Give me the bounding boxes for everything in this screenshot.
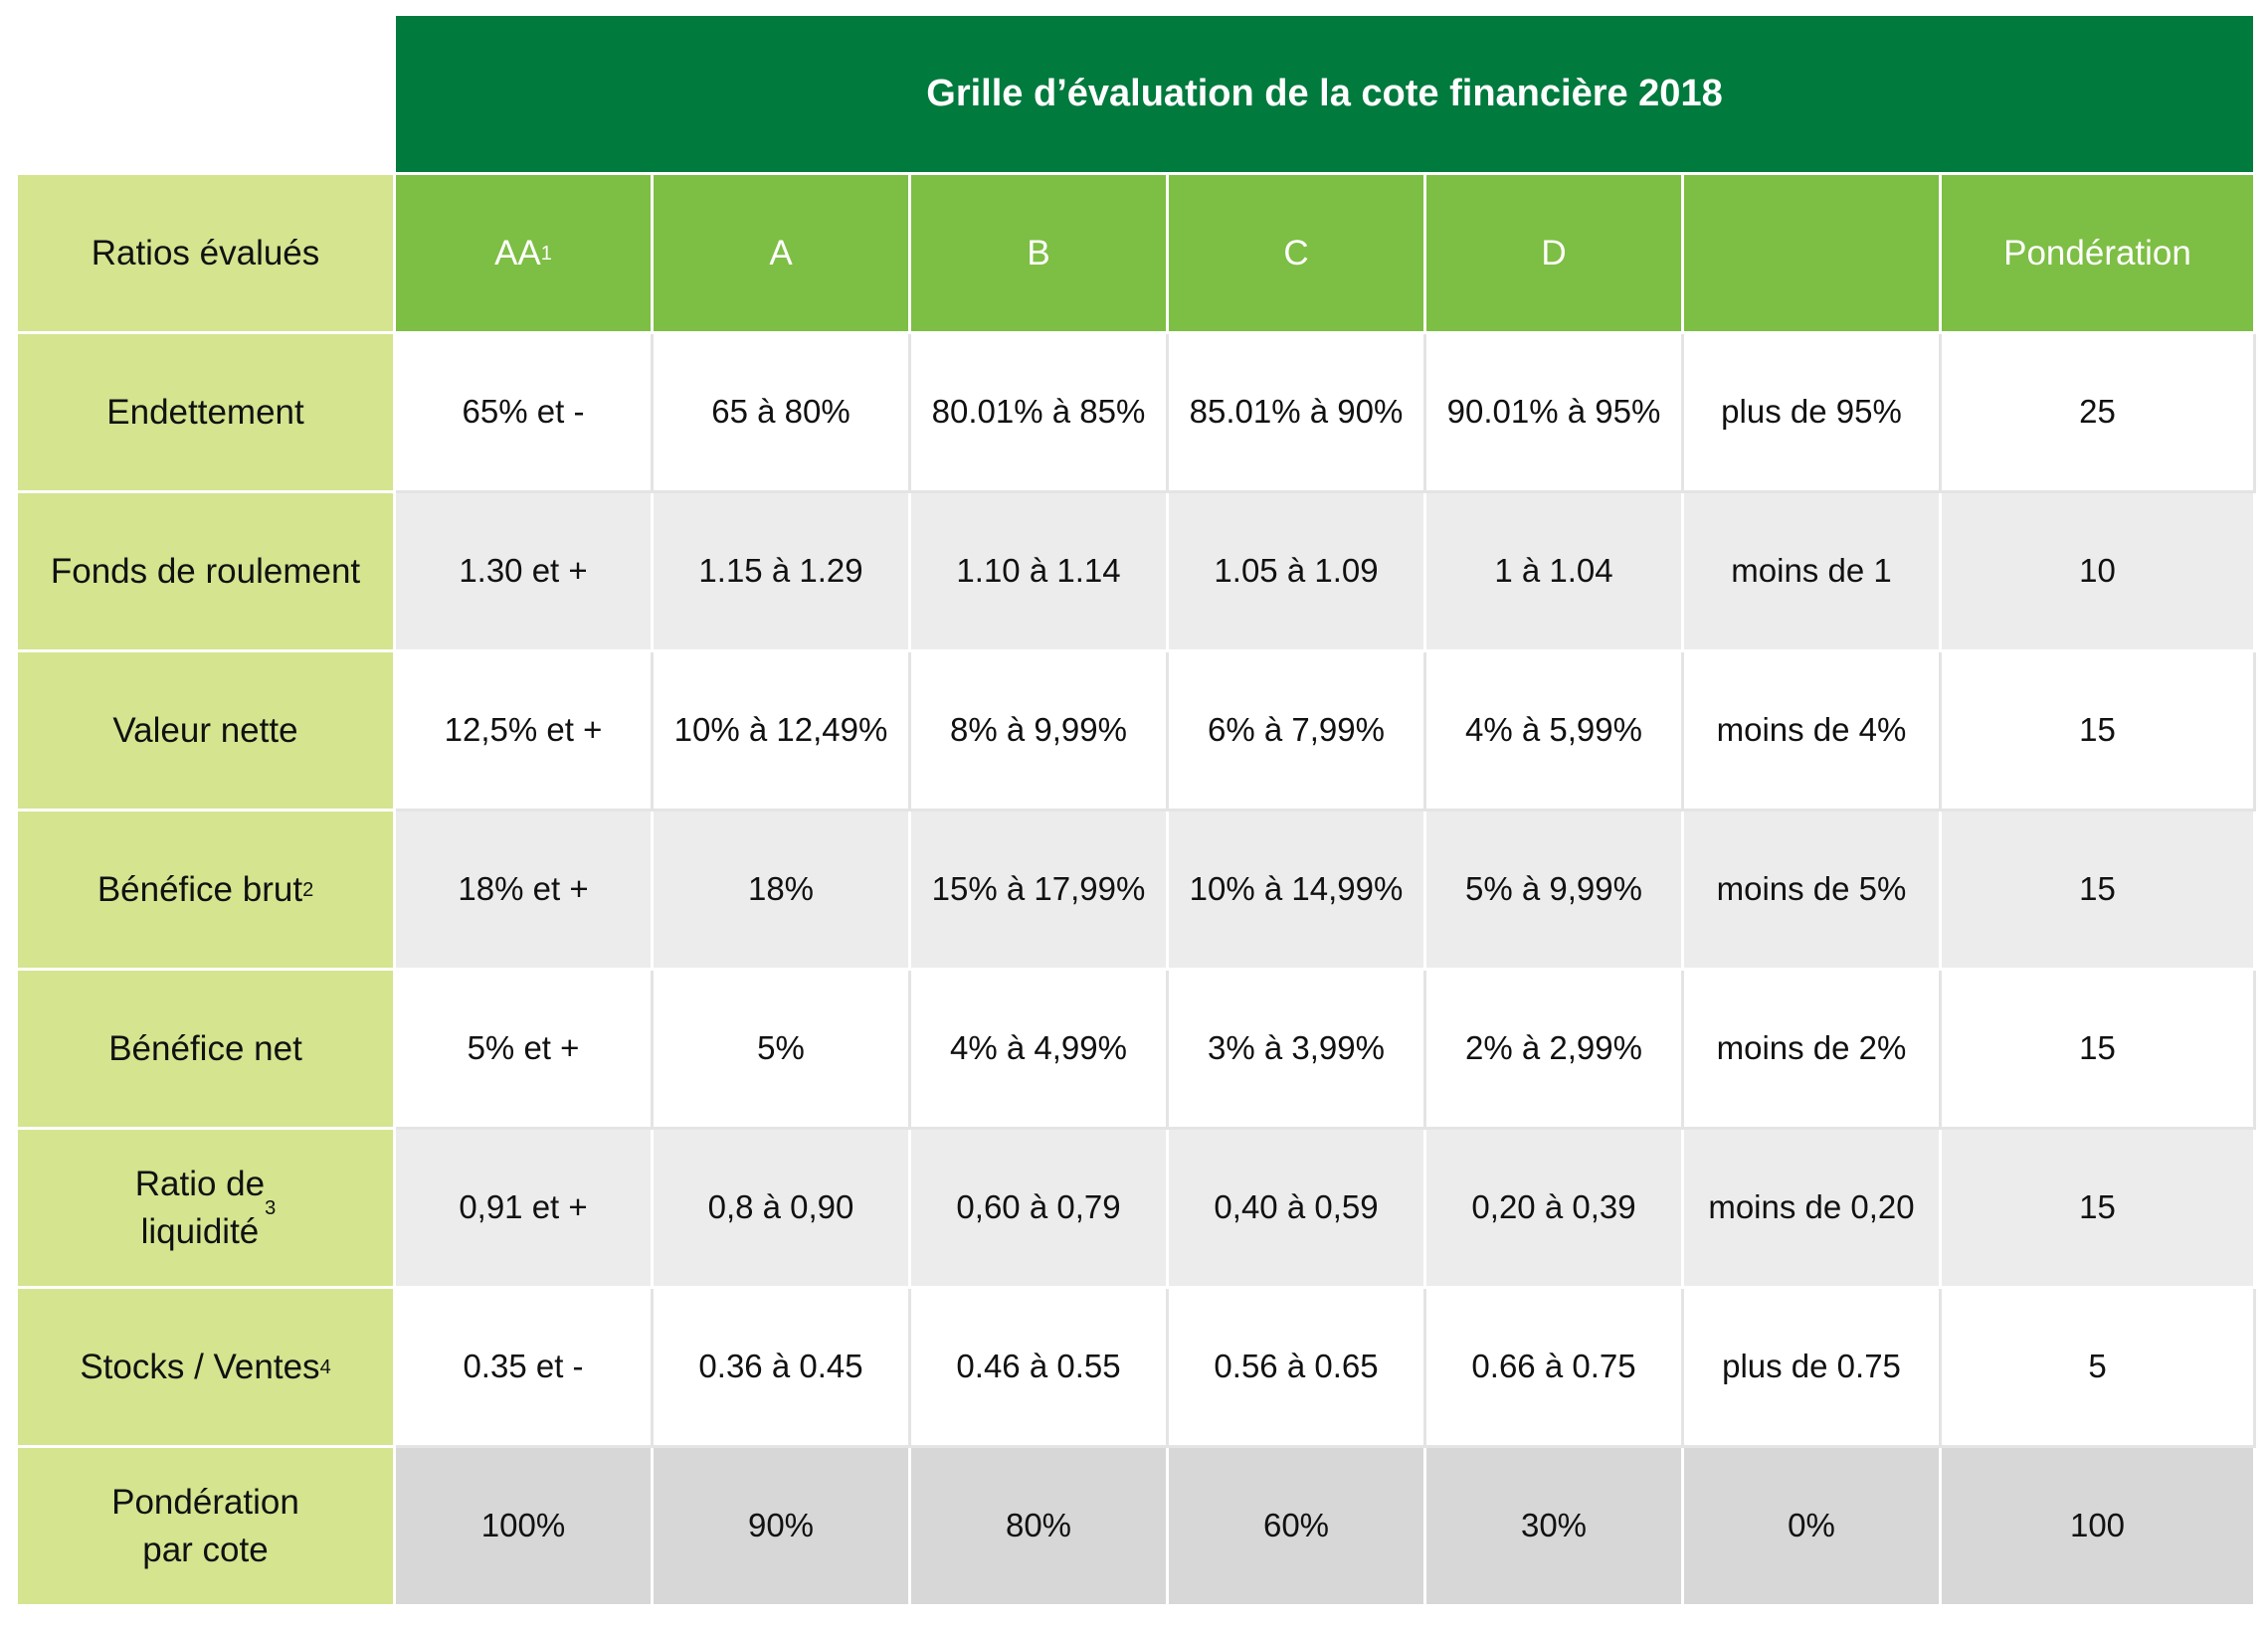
- header-ponderation: Pondération: [1942, 175, 2256, 334]
- table-cell: 18%: [654, 812, 911, 971]
- header-ratios: Ratios évalués: [18, 175, 396, 334]
- table-cell: 4% à 4,99%: [911, 971, 1169, 1130]
- table-cell: 90%: [654, 1448, 911, 1607]
- row-label-valeur-nette: Valeur nette: [18, 652, 396, 812]
- table-cell: 60%: [1169, 1448, 1426, 1607]
- table-cell: 80.01% à 85%: [911, 334, 1169, 493]
- table-cell: moins de 1: [1684, 493, 1942, 652]
- table-cell-weight: 15: [1942, 1130, 2256, 1289]
- table-title: Grille d’évaluation de la cote financièr…: [396, 16, 2256, 175]
- table-cell: 65 à 80%: [654, 334, 911, 493]
- table-cell: 3% à 3,99%: [1169, 971, 1426, 1130]
- table-cell-weight: 15: [1942, 812, 2256, 971]
- table-cell: moins de 5%: [1684, 812, 1942, 971]
- table-cell-weight: 100: [1942, 1448, 2256, 1607]
- row-label-fonds-de-roulement: Fonds de roulement: [18, 493, 396, 652]
- row-label-ratio-de-liquidite: Ratio de liquidité 3: [18, 1130, 396, 1289]
- table-cell: 1.10 à 1.14: [911, 493, 1169, 652]
- table-cell: 1.15 à 1.29: [654, 493, 911, 652]
- header-b: B: [911, 175, 1169, 334]
- table-cell: 4% à 5,99%: [1426, 652, 1684, 812]
- table-cell: 80%: [911, 1448, 1169, 1607]
- header-blank: [1684, 175, 1942, 334]
- blank-corner: [18, 16, 396, 175]
- table-cell: 5%: [654, 971, 911, 1130]
- row-label-stocks-ventes: Stocks / Ventes 4: [18, 1289, 396, 1448]
- table-cell-weight: 15: [1942, 971, 2256, 1130]
- table-cell: plus de 95%: [1684, 334, 1942, 493]
- table-cell: 0.36 à 0.45: [654, 1289, 911, 1448]
- table-cell: moins de 2%: [1684, 971, 1942, 1130]
- table-cell: 1.05 à 1.09: [1169, 493, 1426, 652]
- table-cell: moins de 4%: [1684, 652, 1942, 812]
- table-cell-weight: 10: [1942, 493, 2256, 652]
- table-cell: 0,40 à 0,59: [1169, 1130, 1426, 1289]
- table-cell: 2% à 2,99%: [1426, 971, 1684, 1130]
- table-cell: 0.66 à 0.75: [1426, 1289, 1684, 1448]
- table-cell: 0.35 et -: [396, 1289, 654, 1448]
- table-cell: 0.56 à 0.65: [1169, 1289, 1426, 1448]
- table-cell: 65% et -: [396, 334, 654, 493]
- header-a: A: [654, 175, 911, 334]
- table-cell-weight: 25: [1942, 334, 2256, 493]
- table-cell: 6% à 7,99%: [1169, 652, 1426, 812]
- table-cell-weight: 5: [1942, 1289, 2256, 1448]
- table-cell: 0,60 à 0,79: [911, 1130, 1169, 1289]
- financial-rating-grid: Grille d’évaluation de la cote financièr…: [18, 16, 2256, 1607]
- table-cell: 0%: [1684, 1448, 1942, 1607]
- header-d: D: [1426, 175, 1684, 334]
- row-label-benefice-brut: Bénéfice brut 2: [18, 812, 396, 971]
- table-cell: 10% à 12,49%: [654, 652, 911, 812]
- row-label-endettement: Endettement: [18, 334, 396, 493]
- table-cell: 18% et +: [396, 812, 654, 971]
- table-cell: 0.46 à 0.55: [911, 1289, 1169, 1448]
- table-cell: 1.30 et +: [396, 493, 654, 652]
- table-cell: 90.01% à 95%: [1426, 334, 1684, 493]
- table-cell: 1 à 1.04: [1426, 493, 1684, 652]
- table-cell: 0,20 à 0,39: [1426, 1130, 1684, 1289]
- table-cell: 30%: [1426, 1448, 1684, 1607]
- row-label-benefice-net: Bénéfice net: [18, 971, 396, 1130]
- table-cell: 5% à 9,99%: [1426, 812, 1684, 971]
- table-cell: 12,5% et +: [396, 652, 654, 812]
- table-cell: 0,91 et +: [396, 1130, 654, 1289]
- header-c: C: [1169, 175, 1426, 334]
- table-cell: 8% à 9,99%: [911, 652, 1169, 812]
- table-cell: 85.01% à 90%: [1169, 334, 1426, 493]
- table-cell: 0,8 à 0,90: [654, 1130, 911, 1289]
- table-cell: plus de 0.75: [1684, 1289, 1942, 1448]
- table-cell-weight: 15: [1942, 652, 2256, 812]
- table-cell: moins de 0,20: [1684, 1130, 1942, 1289]
- table-cell: 5% et +: [396, 971, 654, 1130]
- table-cell: 15% à 17,99%: [911, 812, 1169, 971]
- table-cell: 10% à 14,99%: [1169, 812, 1426, 971]
- header-aa: AA 1: [396, 175, 654, 334]
- row-label-ponderation-par-cote: Pondération par cote: [18, 1448, 396, 1607]
- table-cell: 100%: [396, 1448, 654, 1607]
